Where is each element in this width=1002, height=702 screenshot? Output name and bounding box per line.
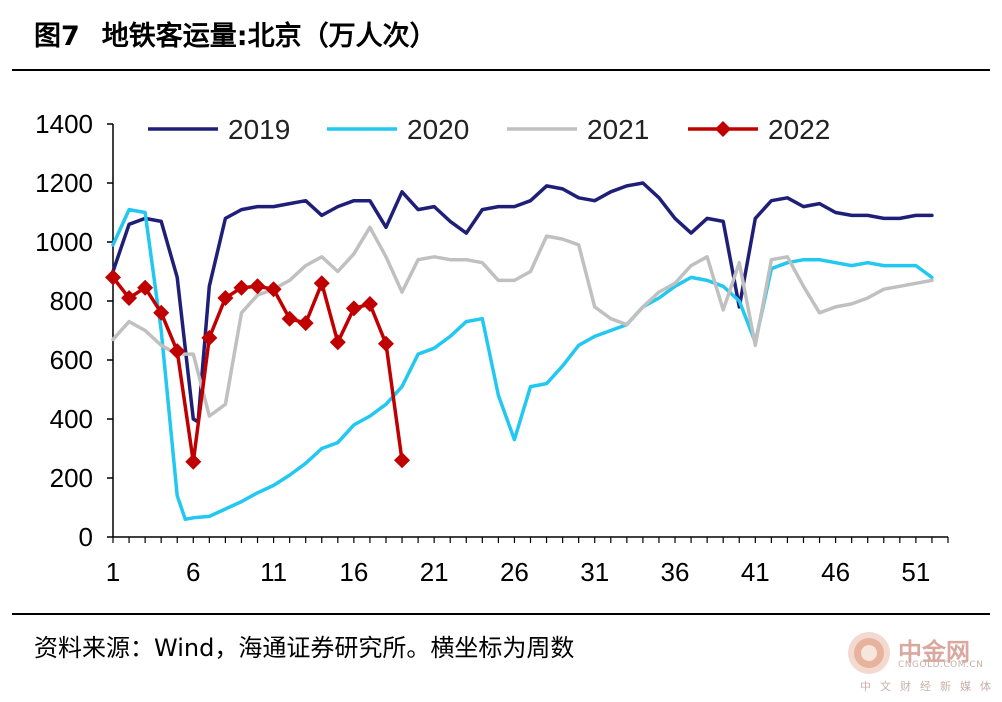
top-rule [12,69,990,71]
data-point-2022 [361,295,378,312]
data-point-2022 [201,329,218,346]
series-line-2021 [111,225,934,418]
watermark-tagline: 中文财经新媒体 [860,680,1000,693]
watermark-domain: CNGOLD.COM.CN [898,660,984,670]
series-line-2020 [111,207,934,522]
data-point-2022 [345,300,362,317]
figure-number: 图7 [34,21,80,52]
data-point-2022 [233,279,250,296]
x-tick-label: 41 [741,557,770,587]
x-tick-label: 46 [821,557,850,587]
y-tick-label: 1200 [35,168,93,198]
data-point-2022 [329,334,346,351]
bottom-rule [12,613,990,615]
data-point-2022 [121,290,138,307]
y-tick-label: 600 [50,345,93,375]
legend-marker-2022 [715,121,731,137]
data-point-2022 [377,335,394,352]
data-point-2022 [217,290,234,307]
data-point-2022 [265,281,282,298]
y-tick-label: 400 [50,404,93,434]
chart-series [105,181,934,522]
x-tick-label: 36 [661,557,690,587]
x-tick-label: 6 [186,557,200,587]
x-tick-label: 51 [901,557,930,587]
figure-title: 图7 地铁客运量:北京（万人次） [34,14,437,53]
data-point-2022 [297,315,314,332]
data-point-2022 [185,453,202,470]
y-tick-label: 1000 [35,227,93,257]
data-point-2022 [105,269,121,286]
x-tick-label: 11 [260,557,287,587]
legend-label-2019: 2019 [228,114,290,145]
data-point-2022 [153,304,170,321]
data-point-2022 [137,279,154,296]
y-tick-label: 1400 [35,109,93,139]
y-tick-label: 0 [79,522,93,552]
data-point-2022 [313,275,330,292]
data-point-2022 [169,343,186,360]
x-tick-label: 21 [420,557,449,587]
x-tick-label: 1 [106,557,120,587]
legend-label-2021: 2021 [587,114,649,145]
series-line-2022 [111,275,404,464]
legend-label-2020: 2020 [407,114,469,145]
legend-label-2022: 2022 [768,114,830,145]
figure-title-text: 地铁客运量:北京（万人次） [101,21,437,52]
chart-legend: 2019 2020 2021 2022 [148,114,830,145]
data-point-2022 [281,310,298,327]
y-tick-label: 200 [50,463,93,493]
series-line-2019 [111,181,934,424]
data-point-2022 [394,452,411,469]
x-tick-label: 31 [580,557,609,587]
y-tick-label: 800 [50,286,93,316]
x-tick-label: 16 [339,557,368,587]
data-point-2022 [249,278,266,295]
x-tick-label: 26 [500,557,529,587]
watermark-name: 中金网 [898,638,970,666]
source-note: 资料来源：Wind，海通证券研究所。横坐标为周数 [34,634,575,662]
watermark-logo-icon [848,632,890,674]
